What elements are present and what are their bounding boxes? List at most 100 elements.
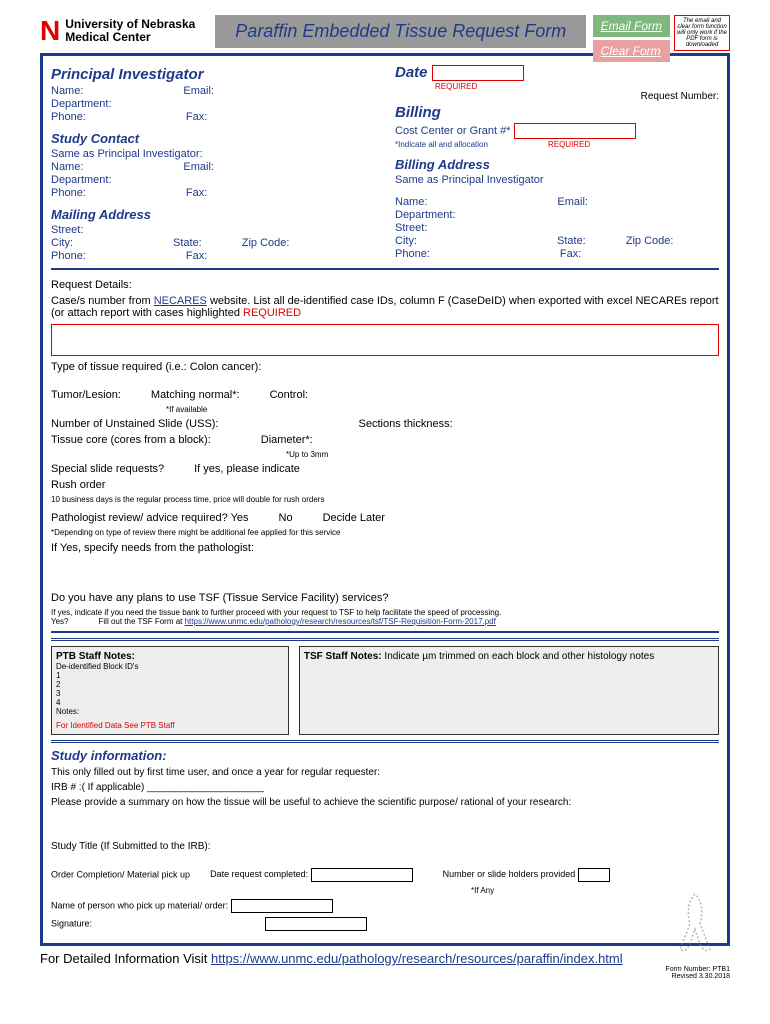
ba-phone-label: Phone: <box>395 248 430 260</box>
pi-email-label: Email: <box>183 85 214 97</box>
ptb-1: 1 <box>56 671 284 680</box>
pi-name-label: Name: <box>51 85 83 97</box>
case-input[interactable] <box>51 324 719 356</box>
form-title: Paraffin Embedded Tissue Request Form <box>215 15 586 48</box>
request-number-label: Request Number: <box>395 91 719 102</box>
tsf-title: TSF Staff Notes: <box>304 651 382 662</box>
form-number: Form Number: PTB1 <box>40 966 730 973</box>
yes-label: Yes? <box>51 617 69 626</box>
ba-same-label: Same as Principal Investigator <box>395 174 719 186</box>
request-details-title: Request Details: <box>51 279 719 291</box>
mailing-title: Mailing Address <box>51 207 375 222</box>
sc-name-label: Name: <box>51 161 83 173</box>
no-label: No <box>279 512 293 524</box>
study-title-label: Study Title (If Submitted to the IRB): <box>51 841 719 852</box>
cost-center-label: Cost Center or Grant #* <box>395 125 511 137</box>
date-label: Date <box>395 64 428 81</box>
ba-email-label: Email: <box>557 196 588 208</box>
ptb-4: 4 <box>56 698 284 707</box>
ba-fax-label: Fax: <box>560 248 581 260</box>
mail-fax-label: Fax: <box>186 250 207 262</box>
logo: N University of Nebraska Medical Center <box>40 15 195 47</box>
if-yes-label: If yes, please indicate <box>194 463 300 475</box>
ptb-2: 2 <box>56 680 284 689</box>
ptb-staff-notes: PTB Staff Notes: De-identified Block ID'… <box>51 646 289 735</box>
date-req-label: Date request completed: <box>210 869 308 879</box>
billing-required: REQUIRED <box>548 140 590 149</box>
fill-out-label: Fill out the TSF Form at <box>99 617 185 626</box>
billing-addr-title: Billing Address <box>395 157 719 172</box>
ba-name-label: Name: <box>395 196 427 208</box>
tissue-type-label: Type of tissue required (i.e.: Colon can… <box>51 361 719 373</box>
ribbon-icon <box>670 889 720 959</box>
logo-icon: N <box>40 15 60 47</box>
sc-same-label: Same as Principal Investigator: <box>51 148 375 160</box>
decide-label: Decide Later <box>323 512 385 524</box>
ptb-3: 3 <box>56 689 284 698</box>
case-text1: Case/s number from <box>51 295 154 307</box>
date-input[interactable] <box>432 65 524 81</box>
date-required: REQUIRED <box>435 82 719 91</box>
mail-city-label: City: <box>51 237 73 249</box>
necares-link[interactable]: NECARES <box>154 295 207 307</box>
sig-input[interactable] <box>265 917 367 931</box>
tumor-label: Tumor/Lesion: <box>51 389 121 401</box>
email-form-button[interactable]: Email Form <box>593 15 670 37</box>
sc-email-label: Email: <box>183 161 214 173</box>
tsf-staff-notes: TSF Staff Notes: Indicate µm trimmed on … <box>299 646 719 735</box>
mail-zip-label: Zip Code: <box>242 237 290 249</box>
billing-note: *Indicate all and allocation <box>395 140 488 149</box>
tsf-note: If yes, indicate if you need the tissue … <box>51 608 719 617</box>
if-available: *If available <box>166 405 719 414</box>
study-info-title: Study information: <box>51 748 719 763</box>
cost-center-input[interactable] <box>514 123 636 139</box>
mail-state-label: State: <box>173 237 202 249</box>
pickup-label: Name of person who pick up material/ ord… <box>51 900 228 910</box>
ptb-sub: De-identified Block ID's <box>56 662 284 671</box>
rush-note: 10 business days is the regular process … <box>51 495 719 504</box>
ptb-red: For Identified Data See PTB Staff <box>56 721 284 730</box>
sc-dept-label: Department: <box>51 174 375 186</box>
path-review-label: Pathologist review/ advice required? Yes <box>51 512 249 524</box>
sc-phone-label: Phone: <box>51 187 86 199</box>
sections-label: Sections thickness: <box>359 418 453 430</box>
sc-fax-label: Fax: <box>186 187 207 199</box>
mail-phone-label: Phone: <box>51 250 86 262</box>
download-note: The email and clear form function will o… <box>674 15 730 51</box>
diameter-label: Diameter*: <box>261 434 313 446</box>
ptb-title: PTB Staff Notes: <box>56 651 135 662</box>
matching-label: Matching normal*: <box>151 389 240 401</box>
revised-date: Revised 3.30.2018 <box>40 973 730 980</box>
clear-form-button[interactable]: Clear Form <box>593 40 670 62</box>
org-line2: Medical Center <box>65 31 195 44</box>
uss-label: Number of Unstained Slide (USS): <box>51 418 219 430</box>
pi-phone-label: Phone: <box>51 111 86 123</box>
ba-state-label: State: <box>557 235 586 247</box>
study-contact-title: Study Contact <box>51 131 375 146</box>
num-slide-input[interactable] <box>578 868 610 882</box>
if-yes-path-label: If Yes, specify needs from the pathologi… <box>51 542 719 554</box>
footer-link[interactable]: https://www.unmc.edu/pathology/research/… <box>211 951 623 966</box>
num-slide-label: Number or slide holders provided <box>443 869 576 879</box>
ba-street-label: Street: <box>395 222 719 234</box>
control-label: Control: <box>270 389 309 401</box>
ba-zip-label: Zip Code: <box>626 235 674 247</box>
pi-fax-label: Fax: <box>186 111 207 123</box>
irb-label: IRB # :( If applicable) <box>51 782 144 793</box>
sig-label: Signature: <box>51 918 92 928</box>
date-req-input[interactable] <box>311 868 413 882</box>
billing-title: Billing <box>395 104 719 121</box>
pi-title: Principal Investigator <box>51 66 375 83</box>
ba-city-label: City: <box>395 235 417 247</box>
special-label: Special slide requests? <box>51 463 164 475</box>
tsf-link[interactable]: https://www.unmc.edu/pathology/research/… <box>185 617 496 626</box>
ptb-notes: Notes: <box>56 707 284 716</box>
core-label: Tissue core (cores from a block): <box>51 434 211 446</box>
tsf-sub: Indicate µm trimmed on each block and ot… <box>384 651 654 662</box>
tsf-question: Do you have any plans to use TSF (Tissue… <box>51 592 719 604</box>
pickup-input[interactable] <box>231 899 333 913</box>
up3mm: *Up to 3mm <box>286 450 719 459</box>
path-note: *Depending on type of review there might… <box>51 528 719 537</box>
summary-label: Please provide a summary on how the tiss… <box>51 797 719 808</box>
footer-text: For Detailed Information Visit <box>40 951 211 966</box>
